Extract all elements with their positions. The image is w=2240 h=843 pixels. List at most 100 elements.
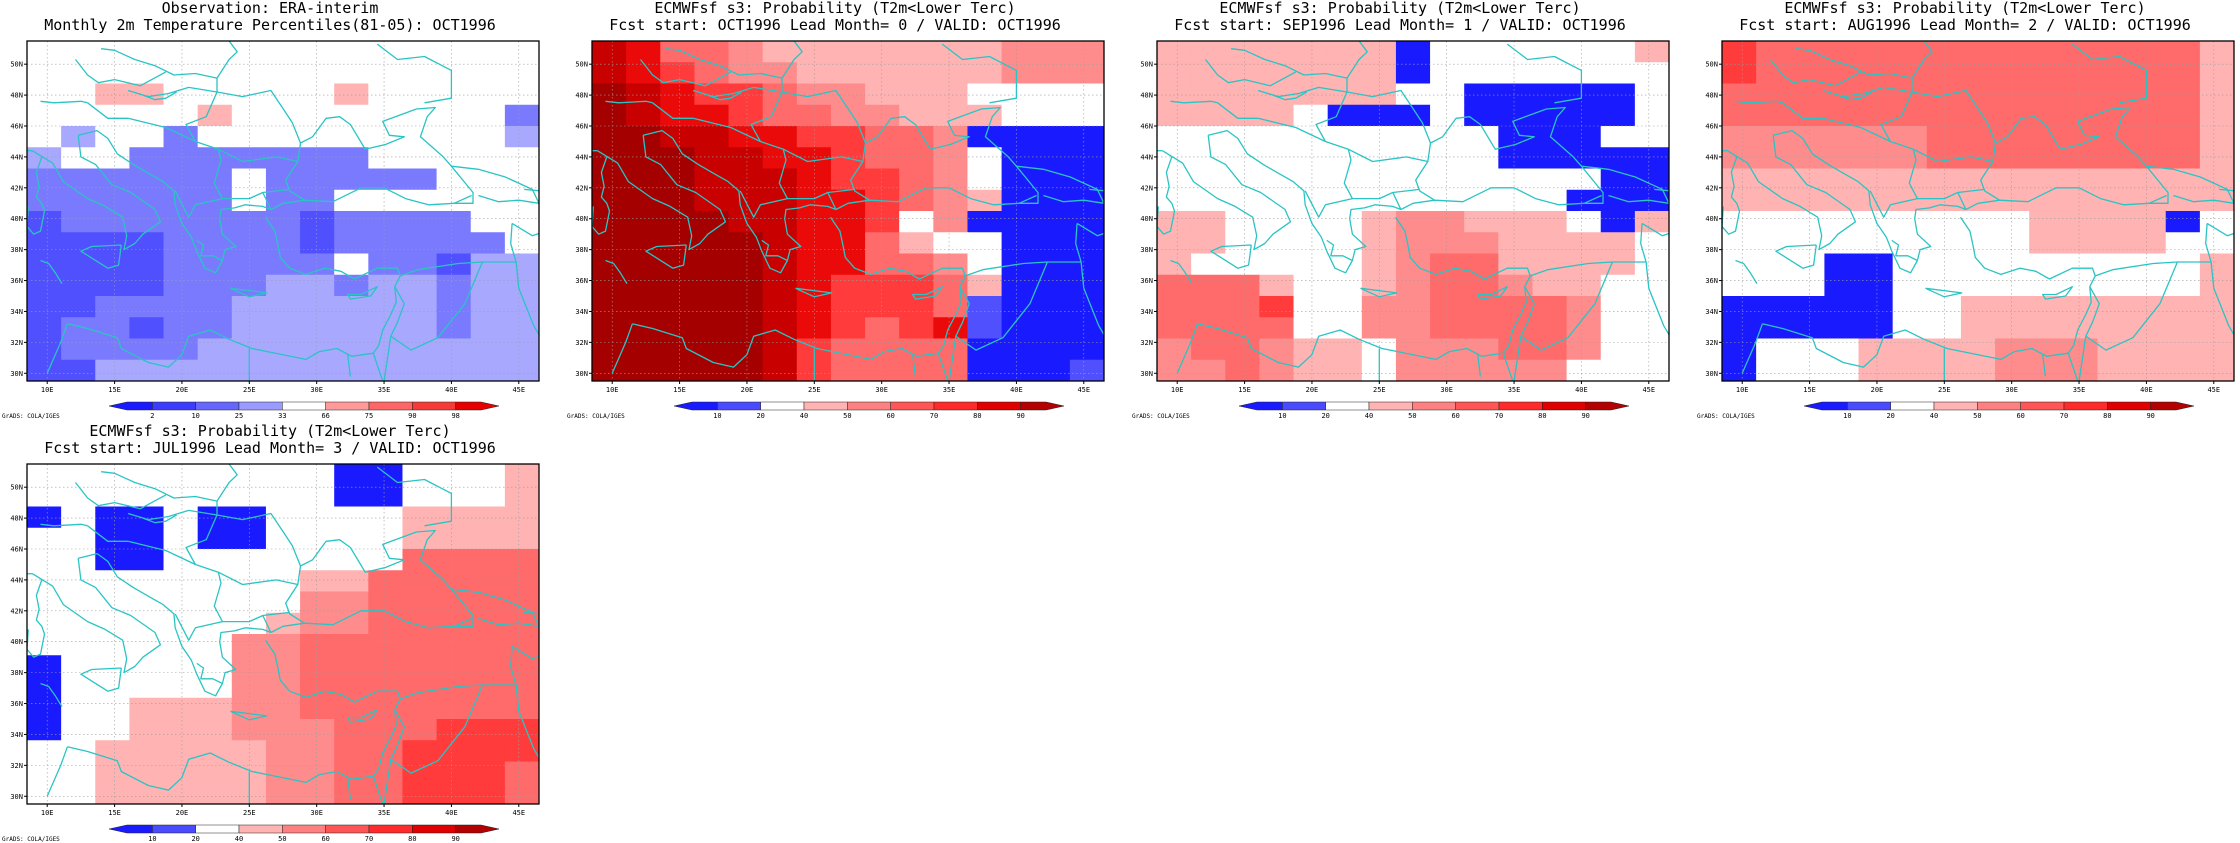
- map-cell: [967, 62, 1003, 84]
- map-cell: [2131, 359, 2167, 382]
- map-cell: [2165, 104, 2201, 127]
- map-cell: [163, 570, 199, 592]
- probability-map: 10E 15E 20E 25E 30E 35E 40E 45E 30N 32N 34N 36N 38N 4…: [10, 40, 540, 420]
- map-cell: [762, 274, 798, 297]
- map-cell: [402, 317, 438, 339]
- map-cell: [265, 782, 301, 805]
- map-cell: [436, 126, 472, 148]
- map-cell: [129, 570, 165, 592]
- map-cell: [2165, 62, 2201, 84]
- map-panel-2: ECMWFsf s3: Probability (T2m<Lower Terc)…: [565, 0, 1110, 420]
- map-cell: [470, 782, 506, 805]
- map-cell: [265, 41, 301, 63]
- grads-credit: GrADS: COLA/IGES: [1132, 413, 1190, 420]
- map-cell: [1225, 274, 1260, 297]
- map-cells: [1722, 41, 2235, 382]
- map-cell: [1532, 189, 1568, 212]
- map-cell: [899, 168, 934, 191]
- map-cell: [1498, 147, 1533, 169]
- map-cell: [1566, 168, 1602, 191]
- legend-swatch: [108, 824, 153, 834]
- map-cell: [1001, 41, 1037, 63]
- map-cell: [470, 147, 506, 169]
- legend-label: 50: [1408, 412, 1416, 420]
- map-cell: [1191, 189, 1226, 212]
- map-cell: [660, 104, 695, 127]
- map-cell: [796, 104, 832, 127]
- map-cell: [762, 232, 798, 254]
- map-cell: [1892, 253, 1928, 276]
- map-cell: [2199, 317, 2235, 339]
- map-cell: [762, 41, 798, 63]
- map-cell: [402, 62, 438, 84]
- map-cell: [470, 359, 506, 382]
- legend-label: 10: [148, 835, 156, 843]
- map-cell: [27, 612, 62, 635]
- map-cell: [694, 338, 730, 361]
- map-cell: [1960, 41, 1996, 63]
- map-cells: [1157, 41, 1670, 382]
- map-cell: [504, 782, 540, 805]
- map-cell: [402, 719, 438, 741]
- legend-label: 90: [2146, 412, 2154, 420]
- map-cell: [1858, 147, 1894, 169]
- map-cell: [796, 232, 832, 254]
- map-cell: [830, 168, 866, 191]
- map-cell: [334, 549, 369, 571]
- map-cell: [129, 719, 165, 741]
- map-cell: [933, 104, 968, 127]
- map-cell: [129, 211, 165, 233]
- color-legend: 10 20 40 50 60 70 80 90: [1238, 401, 1630, 420]
- map-cell: [27, 464, 62, 486]
- map-cell: [1634, 211, 1670, 233]
- map-cell: [470, 338, 506, 361]
- map-cell: [1157, 83, 1192, 106]
- map-cell: [830, 62, 866, 84]
- map-cell: [265, 634, 301, 656]
- legend-label: 2: [150, 412, 154, 420]
- map-cell: [368, 527, 403, 550]
- map-cell: [300, 570, 335, 592]
- map-cell: [2131, 317, 2167, 339]
- map-cell: [436, 359, 472, 382]
- map-cell: [27, 189, 62, 212]
- map-cell: [163, 359, 199, 382]
- probability-map: 10E 15E 20E 25E 30E 35E 40E 45E 30N 32N 34N 36N 38N 4…: [1140, 40, 1670, 420]
- map-cell: [436, 570, 472, 592]
- map-cell: [1995, 359, 2030, 382]
- legend-label: 40: [1930, 412, 1938, 420]
- map-cell: [2029, 147, 2064, 169]
- map-cell: [61, 591, 96, 614]
- map-cell: [197, 549, 233, 571]
- lon-tick-label: 25E: [1373, 386, 1386, 394]
- lon-tick-label: 15E: [108, 386, 121, 394]
- map-cell: [1225, 189, 1260, 212]
- map-cell: [334, 126, 369, 148]
- map-cell: [728, 62, 764, 84]
- map-cell: [1191, 168, 1226, 191]
- lon-tick-label: 40E: [2140, 386, 2153, 394]
- legend-label: 80: [2103, 412, 2111, 420]
- lon-tick-label: 25E: [243, 386, 256, 394]
- map-cell: [1756, 168, 1791, 191]
- coastlines: [27, 464, 539, 804]
- map-cell: [1464, 62, 1499, 84]
- map-cell: [626, 274, 661, 297]
- map-cell: [1157, 41, 1192, 63]
- lat-tick-label: 44N: [1140, 153, 1153, 161]
- map-cell: [95, 676, 130, 699]
- map-cell: [1035, 211, 1071, 233]
- map-cell: [1001, 189, 1037, 212]
- map-cell: [1634, 317, 1670, 339]
- map-cell: [1157, 253, 1192, 276]
- legend-swatch: [1803, 401, 1848, 411]
- map-cell: [1756, 41, 1791, 63]
- map-cell: [61, 41, 96, 63]
- legend-swatch: [412, 824, 456, 834]
- map-cell: [796, 126, 832, 148]
- map-cell: [334, 591, 369, 614]
- map-cell: [402, 527, 438, 550]
- lon-tick-label: 35E: [2073, 386, 2086, 394]
- map-cell: [1756, 359, 1791, 382]
- legend-swatch: [977, 401, 1021, 411]
